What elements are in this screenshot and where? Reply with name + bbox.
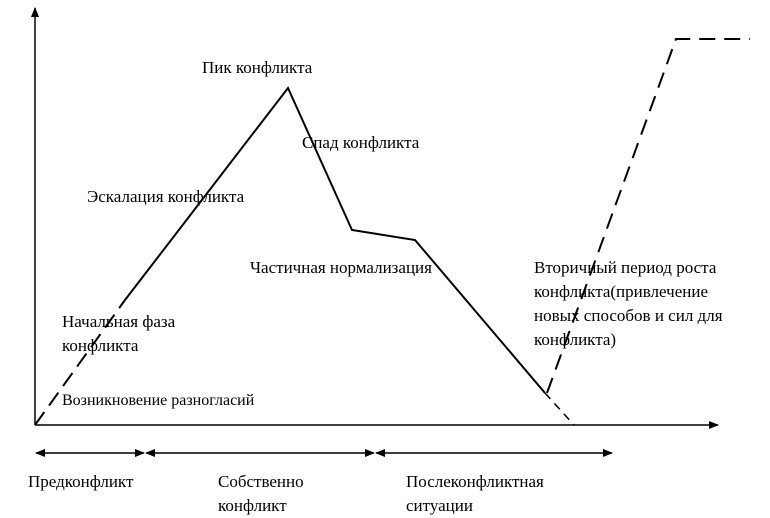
label-line: Начальная фаза bbox=[62, 312, 176, 331]
period-preconflict: Предконфликт bbox=[28, 470, 133, 494]
resolution-dashed bbox=[544, 392, 575, 426]
label-line: Собственно bbox=[218, 472, 304, 491]
label-line: конфликта bbox=[62, 336, 139, 355]
label-line: новых способов и сил для bbox=[534, 306, 723, 325]
period-postconflict: Послеконфликтная ситуации bbox=[406, 470, 544, 518]
label-secondary-growth: Вторичный период роста конфликта(привлеч… bbox=[534, 256, 723, 352]
period-conflict: Собственно конфликт bbox=[218, 470, 304, 518]
label-decline: Спад конфликта bbox=[302, 133, 420, 152]
label-line: Послеконфликтная bbox=[406, 472, 544, 491]
label-initial-phase: Начальная фаза конфликта bbox=[62, 310, 175, 358]
label-line: ситуации bbox=[406, 496, 473, 515]
secondary-growth-dashed bbox=[546, 38, 750, 394]
label-line: конфликта) bbox=[534, 330, 617, 349]
conflict-curve bbox=[124, 86, 546, 394]
label-line: конфликт bbox=[218, 496, 287, 515]
label-line: Предконфликт bbox=[28, 472, 134, 491]
label-partial-normalization: Частичная нормализация bbox=[250, 258, 432, 277]
label-line: Вторичный период роста bbox=[534, 258, 717, 277]
label-disagreement: Возникновение разногласий bbox=[62, 392, 255, 409]
initial-rise-dashed bbox=[34, 299, 126, 426]
label-escalation: Эскалация конфликта bbox=[87, 187, 245, 206]
label-peak: Пик конфликта bbox=[202, 58, 313, 77]
label-line: конфликта(привлечение bbox=[534, 282, 708, 301]
